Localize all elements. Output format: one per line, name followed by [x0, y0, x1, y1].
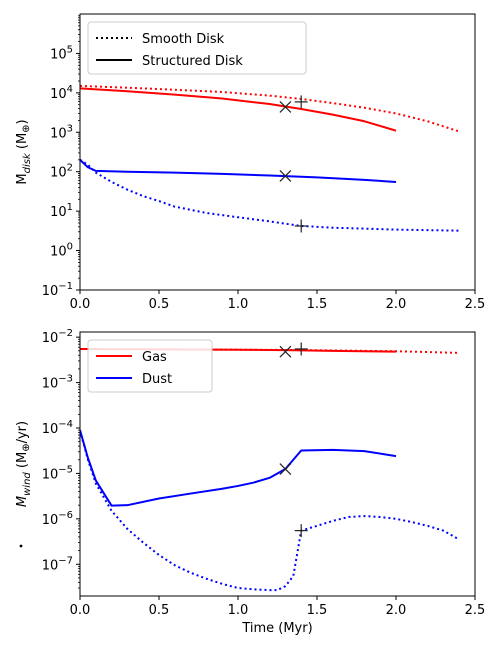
plot-frame — [79, 13, 476, 291]
y-axis-label-unit-symbol: ⊕ — [21, 443, 32, 451]
y-tick-label: 103 — [50, 123, 73, 141]
legend: Gas Dust — [87, 339, 213, 393]
y-tick-label: 10−4 — [42, 419, 73, 437]
dust-dotted-line — [80, 159, 460, 232]
x-tick-label: 2.5 — [465, 297, 486, 312]
x-tick-label: 0.0 — [70, 603, 91, 618]
y-tick-label-exponent: −7 — [58, 555, 73, 566]
x-tick-label: 2.0 — [386, 297, 407, 312]
x-tick-label: 0.5 — [149, 603, 170, 618]
y-tick-label: 10−6 — [42, 510, 73, 528]
y-tick-label: 100 — [50, 242, 73, 260]
y-tick-label-base: 10 — [50, 126, 67, 141]
legend-box — [87, 21, 307, 75]
legend-label: Gas — [142, 350, 167, 365]
y-tick-label-exponent: 5 — [67, 44, 73, 55]
x-tick-label: 1.5 — [307, 297, 328, 312]
mdot-dot — [19, 544, 23, 548]
y-tick-label-base: 10 — [42, 513, 59, 528]
y-tick-label-base: 10 — [50, 87, 67, 102]
disk-mass-panel: 0.0 0.5 1.0 1.5 2.0 2.510−1100101102103104105… — [15, 13, 486, 312]
y-tick-label: 10−3 — [42, 374, 73, 392]
y-tick-label-exponent: −6 — [58, 510, 73, 521]
x-marker — [279, 100, 292, 113]
y-axis-label-sub: disk — [22, 152, 33, 173]
y-tick-label-base: 10 — [42, 284, 59, 299]
y-tick-label: 105 — [50, 44, 73, 62]
x-tick-label: 1.0 — [228, 603, 249, 618]
y-axis-label-unit: (M — [15, 452, 30, 472]
y-tick-label-base: 10 — [42, 558, 59, 573]
x-marker — [279, 463, 292, 475]
y-axis-label-main: M — [15, 173, 30, 184]
x-tick-label: 0.5 — [149, 297, 170, 312]
legend: Smooth Disk Structured Disk — [87, 21, 307, 75]
y-tick-label-base: 10 — [50, 166, 67, 181]
y-tick-label-exponent: −2 — [58, 328, 73, 339]
y-tick-label: 10−5 — [42, 464, 73, 482]
legend-label: Smooth Disk — [142, 32, 225, 47]
y-axis-label-main: M — [15, 496, 30, 507]
legend-label: Dust — [142, 372, 172, 387]
x-marker — [279, 170, 292, 182]
y-tick-label: 102 — [50, 163, 73, 181]
y-tick-label-base: 10 — [42, 467, 59, 482]
plus-marker — [294, 95, 308, 109]
dust-solid-line — [80, 429, 397, 507]
y-tick-label: 101 — [50, 202, 73, 220]
y-tick-label-exponent: 2 — [67, 163, 73, 174]
y-axis-label-sub: wind — [22, 472, 33, 496]
y-axis-label-unit-end: /yr) — [15, 421, 30, 444]
y-tick-label-exponent: −5 — [58, 464, 73, 475]
y-tick-label: 104 — [50, 84, 73, 102]
y-tick-label-exponent: 1 — [67, 202, 73, 213]
plus-marker — [294, 219, 308, 233]
dust-dotted-line — [80, 429, 460, 592]
y-axis-label-unit-symbol: ⊕ — [21, 124, 32, 132]
y-tick-label: 10−2 — [42, 328, 73, 346]
wind-rate-panel: 0.0 0.5 1.0 1.5 2.0 2.510−710−610−510−410−310… — [15, 328, 485, 636]
x-tick-label: 1.0 — [228, 297, 249, 312]
y-tick-label-base: 10 — [42, 377, 59, 392]
y-tick-label-base: 10 — [50, 205, 67, 220]
y-tick-label-exponent: 4 — [67, 84, 73, 95]
x-tick-label: 1.5 — [307, 603, 328, 618]
plus-marker — [294, 524, 308, 538]
x-axis-label: Time (Myr) — [241, 621, 312, 636]
y-tick-label-exponent: 0 — [67, 242, 73, 253]
plot-frame — [79, 331, 476, 597]
legend-label: Structured Disk — [142, 54, 243, 69]
y-tick-label-exponent: −4 — [58, 419, 73, 430]
y-axis-label: Mdisk (M⊕) — [15, 119, 33, 184]
y-tick-label: 10−1 — [42, 281, 73, 299]
y-tick-label: 10−7 — [42, 555, 73, 573]
x-tick-label: 2.5 — [465, 603, 486, 618]
y-tick-label-base: 10 — [50, 47, 67, 62]
x-marker — [279, 345, 292, 358]
y-axis-label-unit-end: ) — [15, 119, 30, 124]
x-tick-label: 0.0 — [70, 297, 91, 312]
y-tick-label-base: 10 — [42, 331, 59, 346]
y-axis-label: Mwind (M⊕/yr) — [15, 421, 33, 507]
y-axis-label-unit: (M — [15, 133, 30, 153]
y-tick-label-exponent: −1 — [58, 281, 73, 292]
plus-marker — [294, 342, 308, 356]
dust-solid-line — [80, 159, 397, 183]
y-tick-label-exponent: 3 — [67, 123, 73, 134]
gas-solid-line — [80, 87, 397, 132]
x-tick-label: 2.0 — [386, 603, 407, 618]
y-tick-label-base: 10 — [50, 245, 67, 260]
series-group — [80, 84, 460, 232]
y-tick-label-exponent: −3 — [58, 374, 73, 385]
y-tick-label-base: 10 — [42, 422, 59, 437]
